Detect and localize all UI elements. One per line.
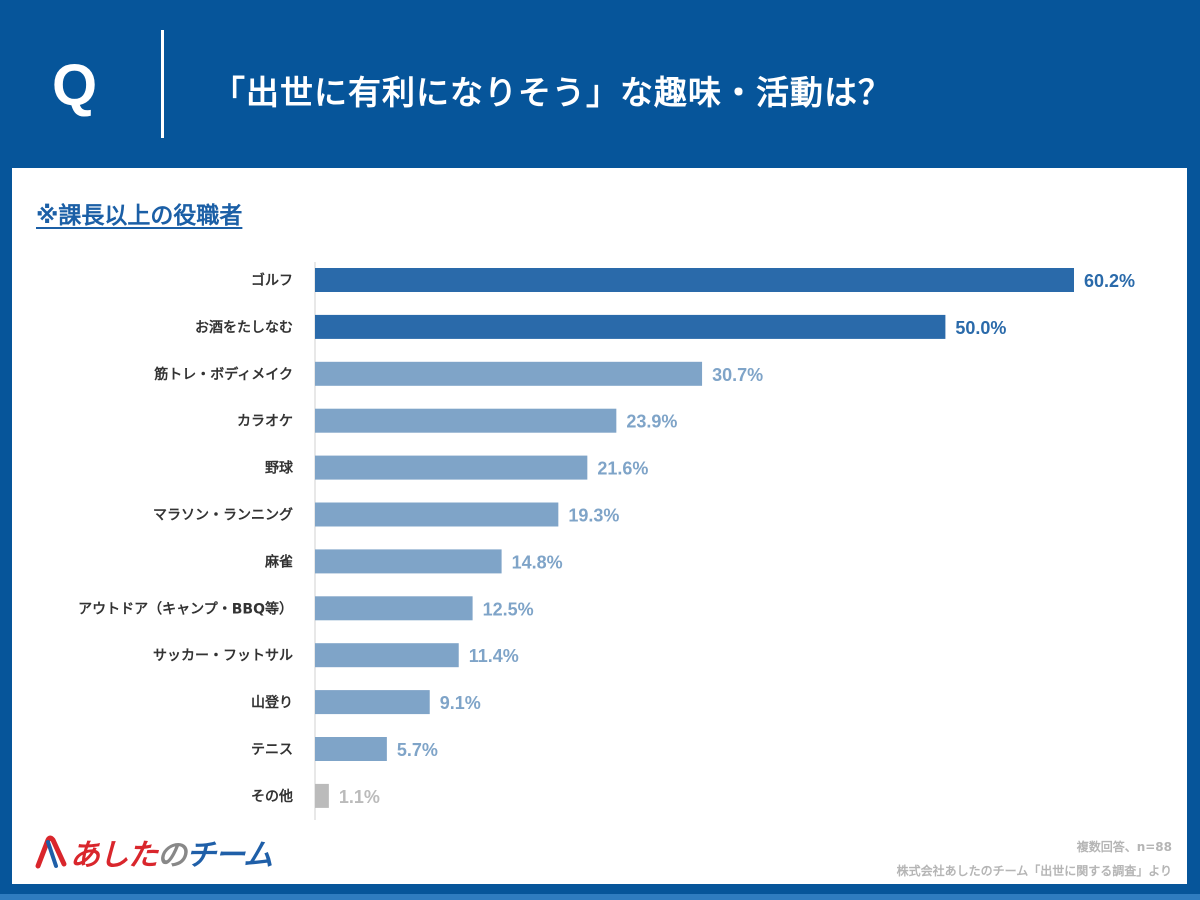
bar	[315, 783, 329, 808]
bar	[315, 690, 430, 715]
data-label: 23.9%	[626, 412, 677, 432]
category-label: テニス	[251, 742, 293, 758]
bar	[315, 361, 703, 386]
data-label: 12.5%	[483, 599, 534, 619]
category-label: カラオケ	[237, 414, 293, 430]
category-label: その他	[251, 788, 293, 805]
category-label: アウトドア（キャンプ・BBQ等）	[78, 600, 293, 617]
source-note: 株式会社あしたのチーム「出世に関する調査」より	[896, 864, 1172, 878]
data-label: 14.8%	[512, 552, 563, 572]
data-label: 60.2%	[1084, 271, 1135, 291]
category-label: ゴルフ	[251, 272, 293, 289]
company-logo: あしたのチーム	[34, 830, 273, 874]
bar	[315, 314, 946, 339]
data-label: 19.3%	[568, 506, 619, 526]
bar	[315, 268, 1074, 292]
category-label: 筋トレ・ボディメイク	[154, 366, 293, 383]
data-label: 5.7%	[397, 740, 438, 760]
bar	[315, 549, 502, 574]
page-title: 「出世に有利になりそう」な趣味・活動は？	[212, 73, 892, 112]
bar	[315, 643, 459, 668]
category-label: マラソン・ランニング	[153, 507, 293, 524]
category-label: 山登り	[251, 694, 293, 711]
logo-mark-icon	[35, 835, 67, 869]
chart-subtitle: ※課長以上の役職者	[36, 203, 243, 229]
data-label: 30.7%	[712, 365, 763, 385]
data-label: 1.1%	[339, 787, 380, 807]
bar	[315, 502, 559, 527]
bar	[315, 455, 588, 480]
category-label: 麻雀	[264, 553, 293, 570]
bar	[315, 737, 387, 761]
data-label: 9.1%	[440, 693, 481, 713]
data-label: 11.4%	[469, 646, 519, 666]
data-label: 50.0%	[955, 318, 1006, 338]
category-label: お酒をたしなむ	[195, 320, 293, 336]
bar	[315, 596, 473, 621]
category-label: 野球	[265, 460, 294, 477]
bottom-strip	[0, 894, 1200, 900]
data-label: 21.6%	[597, 459, 648, 479]
bar	[315, 408, 617, 433]
header-divider	[161, 30, 164, 138]
sample-note: 複数回答、n=88	[1076, 840, 1172, 854]
q-mark: Q	[52, 53, 98, 118]
category-label: サッカー・フットサル	[153, 648, 293, 664]
logo-text: あしたのチーム	[70, 838, 273, 873]
